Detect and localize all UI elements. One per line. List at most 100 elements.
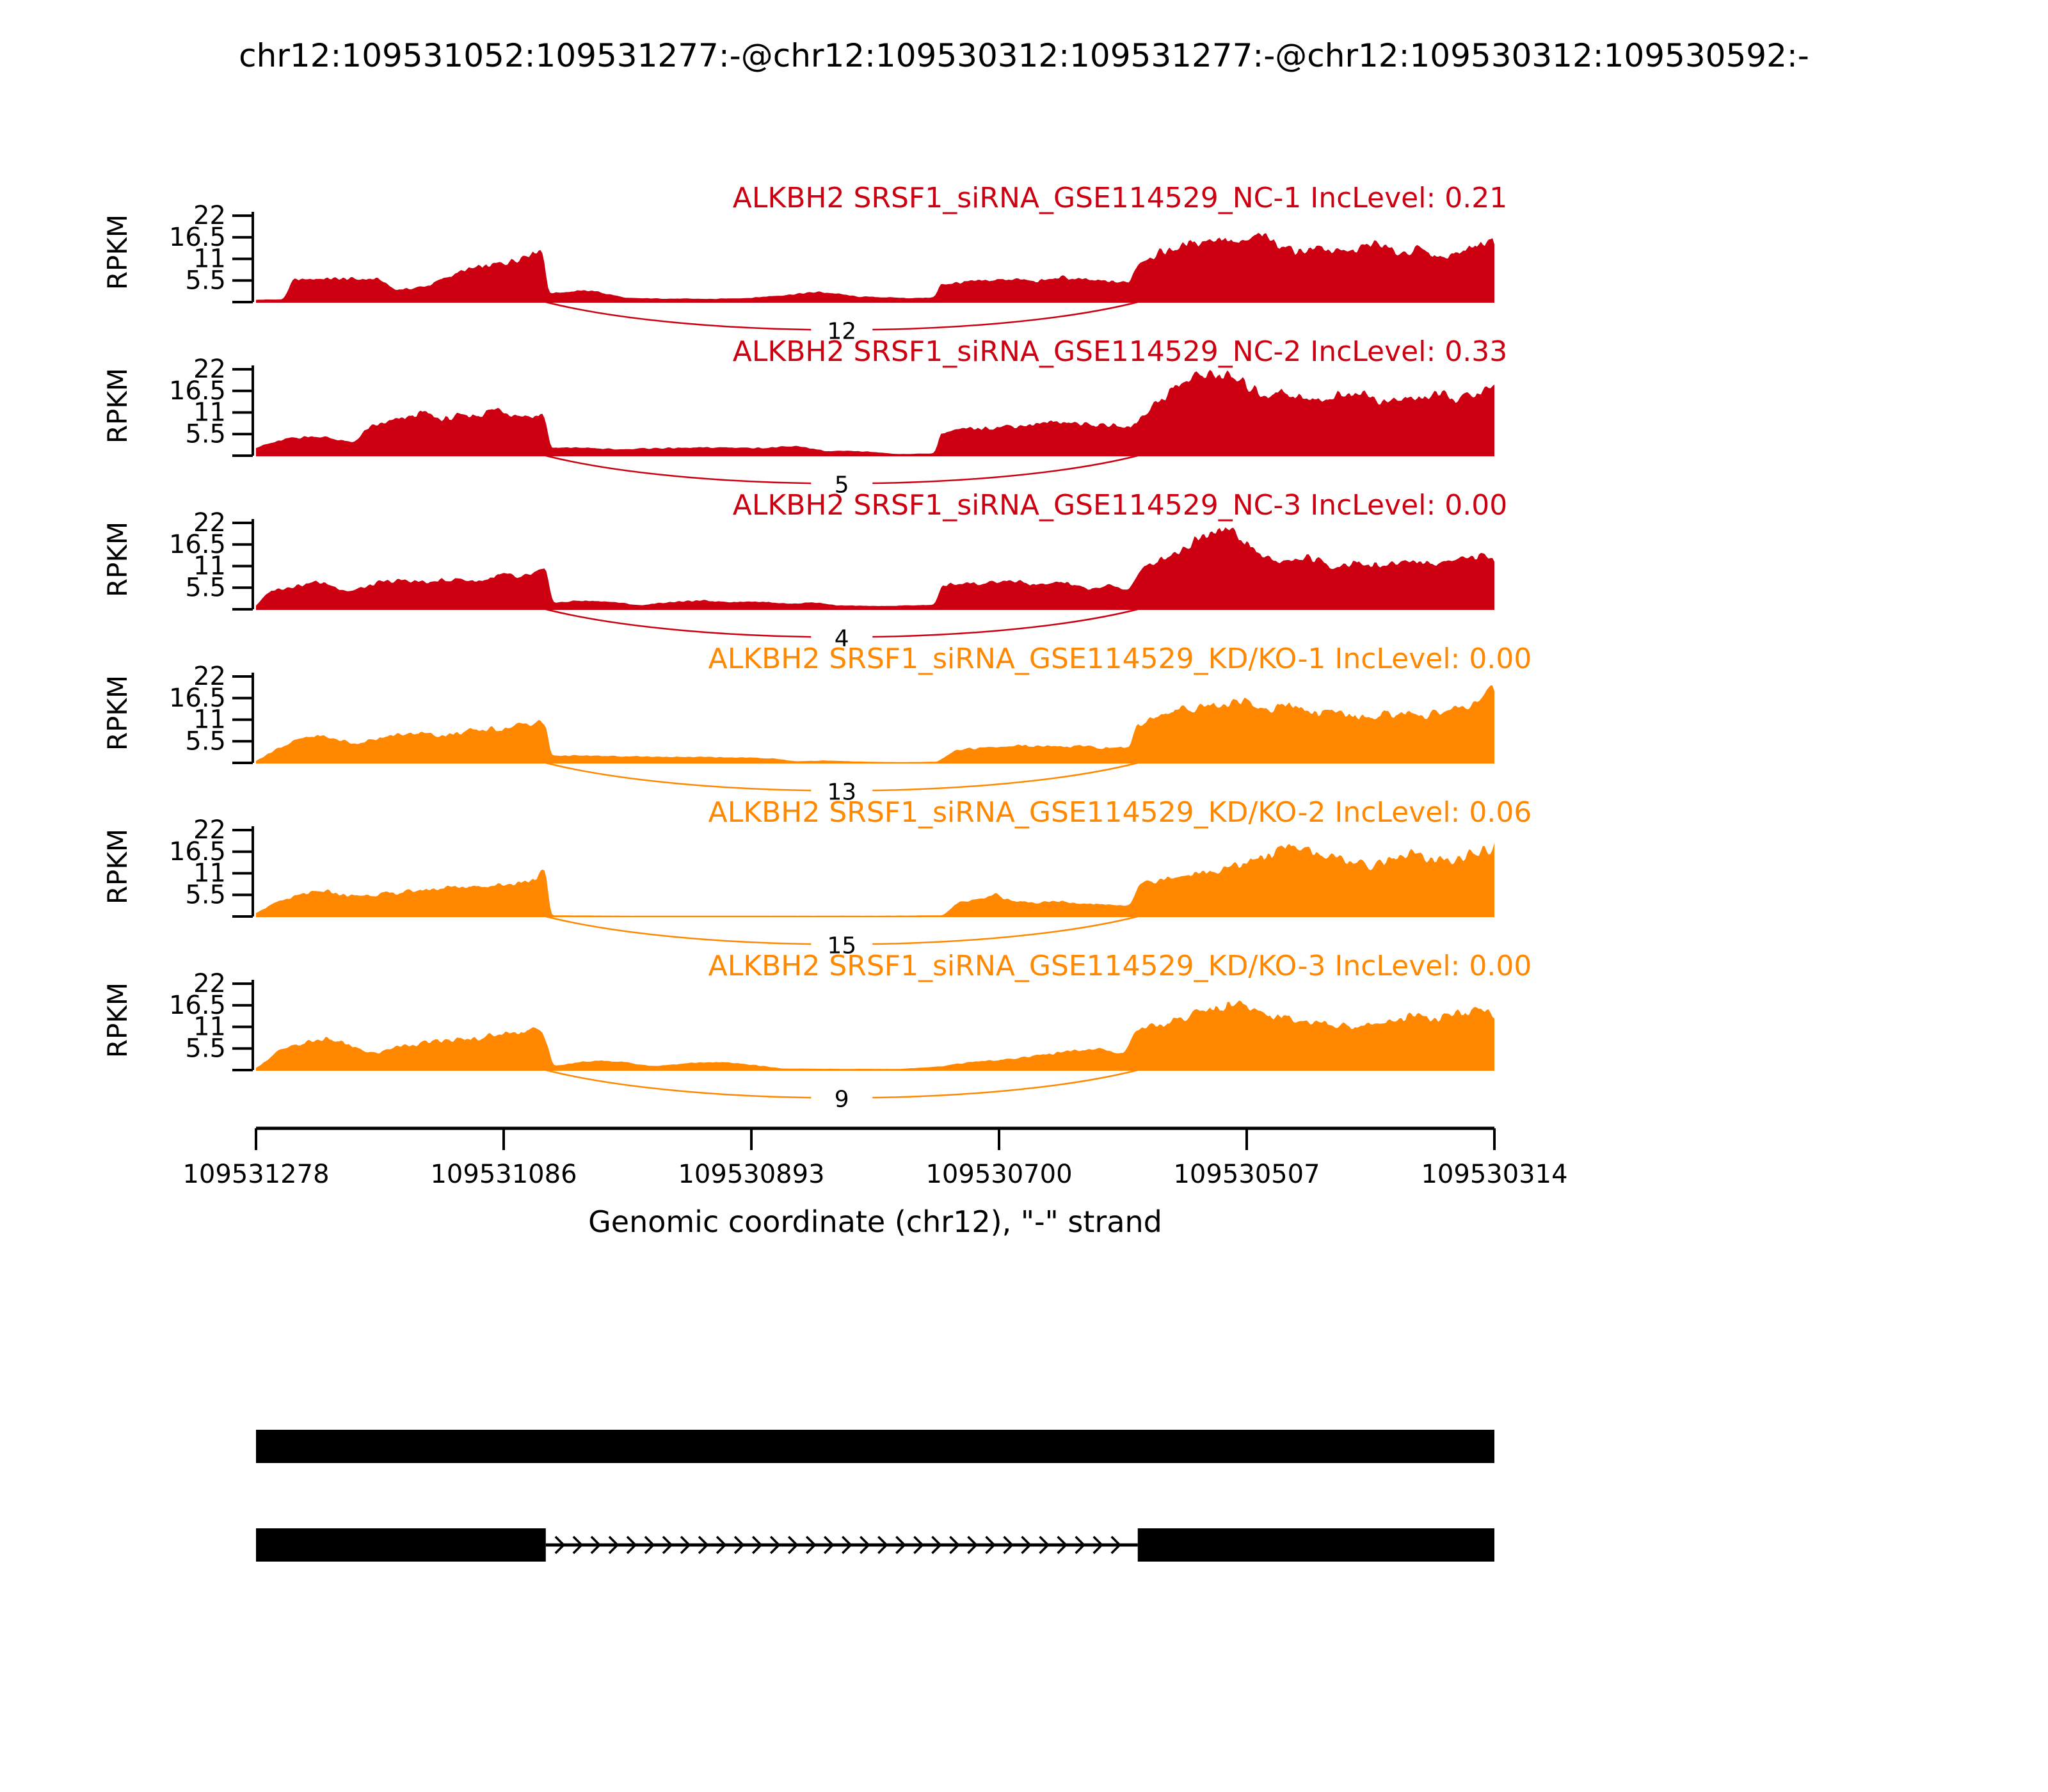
x-tick-label: 109531086 xyxy=(430,1160,577,1189)
intron-strand-arrow-icon xyxy=(1110,1535,1122,1555)
x-tick-label: 109530507 xyxy=(1173,1160,1320,1189)
intron-strand-arrow-icon xyxy=(860,1535,870,1555)
exon-box xyxy=(256,1430,1494,1463)
intron-strand-arrow-icon xyxy=(824,1535,835,1555)
track-label: ALKBH2 SRSF1_siRNA_GSE114529_KD/KO-1 Inc… xyxy=(708,643,1532,675)
intron-strand-arrow-icon xyxy=(751,1535,763,1555)
intron-strand-arrow-icon xyxy=(805,1535,817,1555)
intron-strand-arrow-icon xyxy=(608,1535,620,1555)
y-tick-label: 22 xyxy=(193,508,226,538)
intron-strand-arrow-icon xyxy=(877,1535,888,1555)
y-axis-title: RPKM xyxy=(102,675,133,751)
isoform-spliced-isoform xyxy=(256,1528,1494,1562)
track-NC-3: 4 ALKBH2 SRSF1_siRNA_GSE114529_NC-3 IncLe… xyxy=(102,489,1507,654)
y-axis-title: RPKM xyxy=(102,368,133,444)
track-NC-2: 5 ALKBH2 SRSF1_siRNA_GSE114529_NC-2 IncLe… xyxy=(102,335,1507,500)
track-KD/KO-2: 15 ALKBH2 SRSF1_siRNA_GSE114529_KD/KO-2 I… xyxy=(102,796,1532,961)
exon-box xyxy=(256,1528,546,1562)
intron-strand-arrow-icon xyxy=(895,1535,906,1555)
y-axis-title: RPKM xyxy=(102,522,133,597)
junction-read-count: 12 xyxy=(827,319,856,345)
x-tick-label: 109531278 xyxy=(182,1160,329,1189)
coverage-area xyxy=(256,843,1494,916)
isoform-long-exon-isoform xyxy=(256,1430,1494,1463)
coverage-area xyxy=(256,527,1494,609)
exon-box xyxy=(1137,1528,1494,1562)
y-tick-label: 5.5 xyxy=(185,266,226,295)
junction-read-count: 4 xyxy=(835,626,849,652)
y-axis-title: RPKM xyxy=(102,214,133,290)
y-tick-label: 5.5 xyxy=(185,419,226,449)
junction-read-count: 9 xyxy=(835,1087,849,1113)
x-tick-label: 109530893 xyxy=(678,1160,824,1189)
intron-strand-arrow-icon xyxy=(733,1535,745,1555)
y-tick-label: 11 xyxy=(193,398,226,428)
junction-read-count: 13 xyxy=(827,780,856,806)
track-NC-1: 12 ALKBH2 SRSF1_siRNA_GSE114529_NC-1 IncL… xyxy=(102,182,1507,347)
junction-count-bg xyxy=(811,1079,873,1115)
y-tick-label: 11 xyxy=(193,244,226,274)
track-label: ALKBH2 SRSF1_siRNA_GSE114529_NC-3 IncLev… xyxy=(733,489,1507,522)
y-tick-label: 16.5 xyxy=(169,376,226,406)
intron-strand-arrow-icon xyxy=(1003,1535,1014,1555)
junction-count-bg xyxy=(811,465,873,500)
coverage-area xyxy=(256,1000,1494,1070)
y-tick-label: 22 xyxy=(193,201,226,230)
intron-strand-arrow-icon xyxy=(572,1535,584,1555)
x-axis: 109531278 109531086 109530893 109530700 1095… xyxy=(182,1126,1568,1189)
intron-strand-arrow-icon xyxy=(1039,1535,1050,1555)
y-axis-title: RPKM xyxy=(102,829,133,904)
intron-strand-arrow-icon xyxy=(931,1535,942,1555)
y-tick-label: 5.5 xyxy=(185,726,226,756)
y-tick-label: 16.5 xyxy=(169,530,226,559)
intron-strand-arrow-icon xyxy=(769,1535,781,1555)
intron-strand-arrow-icon xyxy=(1075,1535,1086,1555)
intron-strand-arrow-icon xyxy=(1092,1535,1104,1555)
y-tick-label: 11 xyxy=(193,859,226,888)
coverage-area xyxy=(256,369,1494,456)
track-KD/KO-3: 9 ALKBH2 SRSF1_siRNA_GSE114529_KD/KO-3 In… xyxy=(102,950,1532,1115)
junction-count-bg xyxy=(811,772,873,808)
y-axis-title: RPKM xyxy=(102,982,133,1058)
intron-strand-arrow-icon xyxy=(698,1535,709,1555)
y-tick-label: 22 xyxy=(193,662,226,691)
y-tick-label: 16.5 xyxy=(169,837,226,867)
intron-strand-arrow-icon xyxy=(716,1535,727,1555)
intron-strand-arrow-icon xyxy=(662,1535,673,1555)
track-label: ALKBH2 SRSF1_siRNA_GSE114529_KD/KO-3 Inc… xyxy=(708,950,1532,982)
x-tick-label: 109530314 xyxy=(1421,1160,1567,1189)
y-tick-label: 11 xyxy=(193,1012,226,1042)
track-label: ALKBH2 SRSF1_siRNA_GSE114529_NC-2 IncLev… xyxy=(733,335,1507,368)
y-tick-label: 5.5 xyxy=(185,573,226,602)
x-tick-label: 109530700 xyxy=(925,1160,1072,1189)
intron-strand-arrow-icon xyxy=(967,1535,978,1555)
junction-read-count: 5 xyxy=(835,472,849,499)
plot-title: chr12:109531052:109531277:-@chr12:109530… xyxy=(239,37,1809,74)
y-tick-label: 5.5 xyxy=(185,880,226,909)
intron-strand-arrow-icon xyxy=(949,1535,960,1555)
intron-strand-arrow-icon xyxy=(644,1535,655,1555)
intron-strand-arrow-icon xyxy=(787,1535,799,1555)
junction-count-bg xyxy=(811,311,873,347)
y-tick-label: 16.5 xyxy=(169,684,226,713)
y-tick-label: 22 xyxy=(193,355,226,384)
junction-count-bg xyxy=(811,925,873,961)
intron-strand-arrow-icon xyxy=(554,1535,566,1555)
y-tick-label: 11 xyxy=(193,552,226,581)
junction-count-bg xyxy=(811,618,873,654)
track-KD/KO-1: 13 ALKBH2 SRSF1_siRNA_GSE114529_KD/KO-1 I… xyxy=(102,643,1532,808)
track-label: ALKBH2 SRSF1_siRNA_GSE114529_NC-1 IncLev… xyxy=(733,182,1507,214)
intron-strand-arrow-icon xyxy=(680,1535,691,1555)
coverage-area xyxy=(256,685,1494,763)
intron-strand-arrow-icon xyxy=(985,1535,996,1555)
y-tick-label: 16.5 xyxy=(169,991,226,1020)
junction-read-count: 15 xyxy=(827,933,856,959)
intron-strand-arrow-icon xyxy=(1057,1535,1068,1555)
intron-strand-arrow-icon xyxy=(842,1535,852,1555)
intron-strand-arrow-icon xyxy=(590,1535,602,1555)
y-tick-label: 22 xyxy=(193,969,226,998)
intron-strand-arrow-icon xyxy=(626,1535,637,1555)
intron-strand-arrow-icon xyxy=(1021,1535,1032,1555)
track-label: ALKBH2 SRSF1_siRNA_GSE114529_KD/KO-2 Inc… xyxy=(708,796,1532,829)
